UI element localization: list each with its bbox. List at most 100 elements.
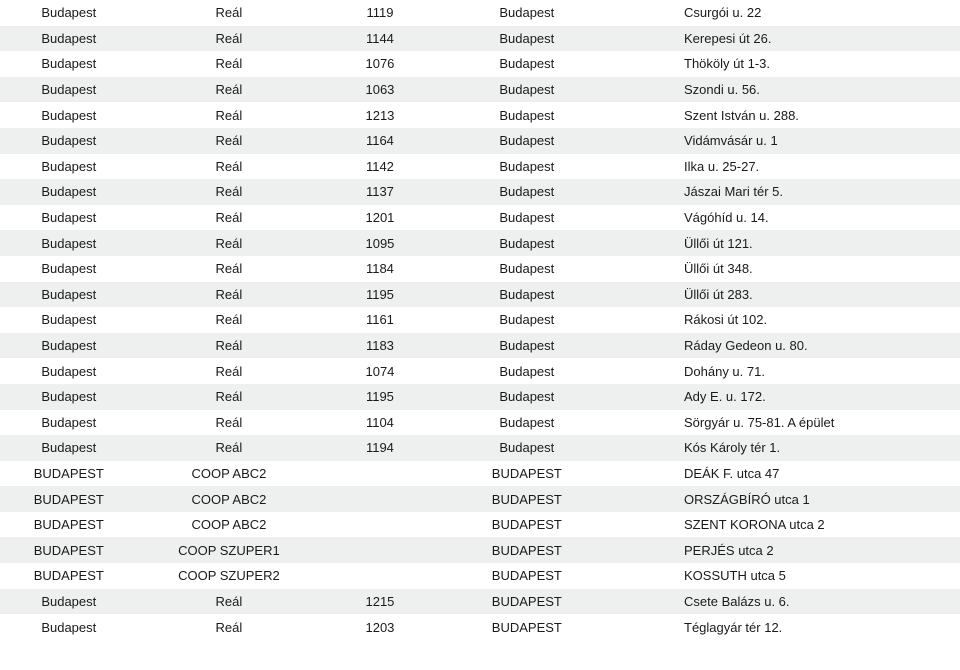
table-row: BudapestReál1195BudapestÜllői út 283. (0, 282, 960, 308)
table-row: BudapestReál1104BudapestSörgyár u. 75-81… (0, 410, 960, 436)
table-row: BudapestReál1201BudapestVágóhíd u. 14. (0, 205, 960, 231)
table-cell: SZENT KORONA utca 2 (614, 512, 960, 538)
table-cell: Budapest (440, 154, 614, 180)
table-row: BudapestReál1076BudapestThököly út 1-3. (0, 51, 960, 77)
table-cell: Reál (138, 589, 321, 615)
table-cell: Budapest (0, 205, 138, 231)
table-cell: COOP SZUPER2 (138, 563, 321, 589)
table-cell: 1074 (320, 358, 439, 384)
table-cell: Thököly út 1-3. (614, 51, 960, 77)
table-cell: Budapest (440, 282, 614, 308)
table-cell: PERJÉS utca 2 (614, 537, 960, 563)
table-cell: Budapest (0, 77, 138, 103)
table-cell: Dohány u. 71. (614, 358, 960, 384)
table-cell: Budapest (440, 77, 614, 103)
table-row: BudapestReál1194BudapestKós Károly tér 1… (0, 435, 960, 461)
table-cell: Budapest (0, 154, 138, 180)
table-cell: BUDAPEST (0, 486, 138, 512)
table-cell: 1063 (320, 77, 439, 103)
table-cell: BUDAPEST (0, 537, 138, 563)
table-cell: 1164 (320, 128, 439, 154)
table-cell: Budapest (440, 205, 614, 231)
table-cell: Budapest (0, 128, 138, 154)
table-cell: 1195 (320, 282, 439, 308)
table-cell: BUDAPEST (0, 461, 138, 487)
table-cell: 1183 (320, 333, 439, 359)
table-cell: 1203 (320, 614, 439, 640)
table-row: BudapestReál1164BudapestVidámvásár u. 1 (0, 128, 960, 154)
table-cell (320, 512, 439, 538)
table-cell: Budapest (0, 333, 138, 359)
table-cell: Vágóhíd u. 14. (614, 205, 960, 231)
table-cell: Reál (138, 51, 321, 77)
table-cell: Reál (138, 307, 321, 333)
table-cell: 1104 (320, 410, 439, 436)
table-cell: Reál (138, 282, 321, 308)
table-cell: BUDAPEST (0, 563, 138, 589)
table-cell: Budapest (0, 230, 138, 256)
table-cell (320, 461, 439, 487)
table-cell: 1201 (320, 205, 439, 231)
table-cell: Reál (138, 410, 321, 436)
table-cell: 1213 (320, 102, 439, 128)
table-row: BudapestReál1183BudapestRáday Gedeon u. … (0, 333, 960, 359)
table-row: BudapestReál1184BudapestÜllői út 348. (0, 256, 960, 282)
table-cell: Budapest (440, 435, 614, 461)
table-row: BudapestReál1095BudapestÜllői út 121. (0, 230, 960, 256)
table-cell: Budapest (0, 102, 138, 128)
table-cell: Sörgyár u. 75-81. A épület (614, 410, 960, 436)
table-row: BUDAPESTCOOP ABC2BUDAPESTORSZÁGBÍRÓ utca… (0, 486, 960, 512)
table-cell: Budapest (440, 128, 614, 154)
table-cell: Reál (138, 230, 321, 256)
table-cell: 1184 (320, 256, 439, 282)
table-cell (320, 537, 439, 563)
table-cell: Budapest (0, 614, 138, 640)
table-cell: Budapest (440, 179, 614, 205)
table-cell: Budapest (440, 51, 614, 77)
table-cell: Reál (138, 0, 321, 26)
table-cell (320, 563, 439, 589)
table-cell: 1142 (320, 154, 439, 180)
table-row: BUDAPESTCOOP ABC2BUDAPESTDEÁK F. utca 47 (0, 461, 960, 487)
table-cell: Üllői út 283. (614, 282, 960, 308)
table-cell: Reál (138, 384, 321, 410)
table-cell: Budapest (0, 589, 138, 615)
table-cell: COOP ABC2 (138, 461, 321, 487)
table-row: BudapestReál1215BUDAPESTCsete Balázs u. … (0, 589, 960, 615)
table-cell: Budapest (440, 307, 614, 333)
table-row: BudapestReál1144BudapestKerepesi út 26. (0, 26, 960, 52)
table-cell: 1119 (320, 0, 439, 26)
table-cell: Kerepesi út 26. (614, 26, 960, 52)
table-cell: BUDAPEST (440, 589, 614, 615)
table-cell: 1195 (320, 384, 439, 410)
table-cell: Budapest (0, 179, 138, 205)
table-cell: 1215 (320, 589, 439, 615)
table-cell: Budapest (0, 384, 138, 410)
table-row: BudapestReál1213BudapestSzent István u. … (0, 102, 960, 128)
table-row: BudapestReál1142BudapestIlka u. 25-27. (0, 154, 960, 180)
table-cell: Szondi u. 56. (614, 77, 960, 103)
table-cell: Budapest (440, 0, 614, 26)
table-cell: Reál (138, 128, 321, 154)
table-row: BUDAPESTCOOP ABC2BUDAPESTSZENT KORONA ut… (0, 512, 960, 538)
table-cell: Budapest (440, 26, 614, 52)
table-cell: Budapest (0, 358, 138, 384)
table-cell: Budapest (440, 102, 614, 128)
table-cell: Budapest (0, 307, 138, 333)
table-cell: Budapest (0, 51, 138, 77)
table-cell: 1137 (320, 179, 439, 205)
table-cell: Budapest (0, 26, 138, 52)
table-cell: Budapest (440, 410, 614, 436)
table-row: BudapestReál1074BudapestDohány u. 71. (0, 358, 960, 384)
table-cell: BUDAPEST (440, 614, 614, 640)
table-cell: BUDAPEST (440, 512, 614, 538)
table-cell: Reál (138, 435, 321, 461)
table-cell: Ady E. u. 172. (614, 384, 960, 410)
table-cell: Vidámvásár u. 1 (614, 128, 960, 154)
table-row: BudapestReál1195BudapestAdy E. u. 172. (0, 384, 960, 410)
table-cell: Üllői út 348. (614, 256, 960, 282)
table-row: BUDAPESTCOOP SZUPER2BUDAPESTKOSSUTH utca… (0, 563, 960, 589)
data-table: BudapestReál1119BudapestCsurgói u. 22Bud… (0, 0, 960, 640)
table-cell: Reál (138, 154, 321, 180)
table-body: BudapestReál1119BudapestCsurgói u. 22Bud… (0, 0, 960, 640)
